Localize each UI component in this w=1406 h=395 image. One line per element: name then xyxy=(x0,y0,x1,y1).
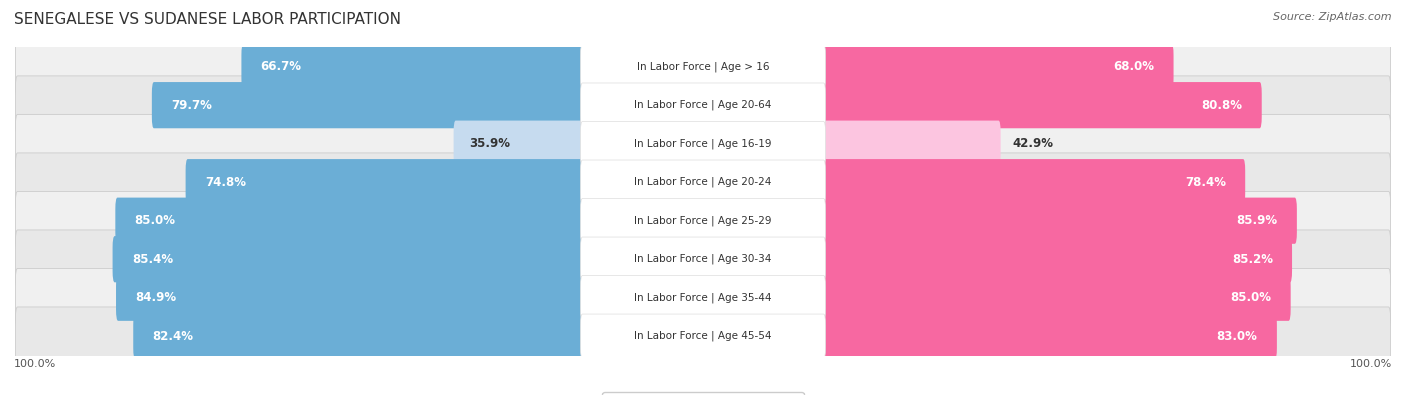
Text: 85.4%: 85.4% xyxy=(132,253,173,266)
Text: In Labor Force | Age 25-29: In Labor Force | Age 25-29 xyxy=(634,215,772,226)
Text: 35.9%: 35.9% xyxy=(470,137,510,150)
FancyBboxPatch shape xyxy=(581,122,825,166)
FancyBboxPatch shape xyxy=(15,269,1391,327)
FancyBboxPatch shape xyxy=(581,276,825,320)
FancyBboxPatch shape xyxy=(581,237,825,281)
FancyBboxPatch shape xyxy=(702,313,1277,359)
Text: In Labor Force | Age 20-64: In Labor Force | Age 20-64 xyxy=(634,100,772,111)
Text: 68.0%: 68.0% xyxy=(1114,60,1154,73)
Text: 100.0%: 100.0% xyxy=(14,359,56,369)
FancyBboxPatch shape xyxy=(15,153,1391,211)
FancyBboxPatch shape xyxy=(15,307,1391,365)
Text: SENEGALESE VS SUDANESE LABOR PARTICIPATION: SENEGALESE VS SUDANESE LABOR PARTICIPATI… xyxy=(14,12,401,27)
FancyBboxPatch shape xyxy=(186,159,704,205)
Text: In Labor Force | Age 20-24: In Labor Force | Age 20-24 xyxy=(634,177,772,188)
Text: 79.7%: 79.7% xyxy=(172,99,212,112)
FancyBboxPatch shape xyxy=(117,275,704,321)
FancyBboxPatch shape xyxy=(702,159,1246,205)
FancyBboxPatch shape xyxy=(581,160,825,204)
FancyBboxPatch shape xyxy=(702,236,1292,282)
FancyBboxPatch shape xyxy=(115,198,704,244)
Text: In Labor Force | Age 16-19: In Labor Force | Age 16-19 xyxy=(634,138,772,149)
Text: In Labor Force | Age 45-54: In Labor Force | Age 45-54 xyxy=(634,331,772,342)
Text: 74.8%: 74.8% xyxy=(205,176,246,189)
Text: 66.7%: 66.7% xyxy=(260,60,302,73)
Text: 42.9%: 42.9% xyxy=(1012,137,1053,150)
FancyBboxPatch shape xyxy=(112,236,704,282)
Text: 85.2%: 85.2% xyxy=(1232,253,1272,266)
Text: In Labor Force | Age 35-44: In Labor Force | Age 35-44 xyxy=(634,292,772,303)
Text: Source: ZipAtlas.com: Source: ZipAtlas.com xyxy=(1274,12,1392,22)
FancyBboxPatch shape xyxy=(702,120,1001,167)
Legend: Senegalese, Sudanese: Senegalese, Sudanese xyxy=(602,391,804,395)
FancyBboxPatch shape xyxy=(702,43,1174,90)
FancyBboxPatch shape xyxy=(702,275,1291,321)
Text: 85.0%: 85.0% xyxy=(135,214,176,227)
FancyBboxPatch shape xyxy=(152,82,704,128)
Text: 78.4%: 78.4% xyxy=(1185,176,1226,189)
FancyBboxPatch shape xyxy=(702,198,1296,244)
Text: 85.9%: 85.9% xyxy=(1236,214,1278,227)
FancyBboxPatch shape xyxy=(242,43,704,90)
FancyBboxPatch shape xyxy=(702,82,1261,128)
Text: 83.0%: 83.0% xyxy=(1216,330,1257,343)
FancyBboxPatch shape xyxy=(15,192,1391,250)
FancyBboxPatch shape xyxy=(581,314,825,358)
FancyBboxPatch shape xyxy=(581,83,825,127)
Text: In Labor Force | Age > 16: In Labor Force | Age > 16 xyxy=(637,61,769,72)
FancyBboxPatch shape xyxy=(15,76,1391,134)
FancyBboxPatch shape xyxy=(454,120,704,167)
Text: 82.4%: 82.4% xyxy=(152,330,194,343)
Text: 80.8%: 80.8% xyxy=(1202,99,1243,112)
FancyBboxPatch shape xyxy=(134,313,704,359)
Text: 84.9%: 84.9% xyxy=(135,291,176,304)
FancyBboxPatch shape xyxy=(581,45,825,89)
Text: 85.0%: 85.0% xyxy=(1230,291,1271,304)
FancyBboxPatch shape xyxy=(581,199,825,243)
FancyBboxPatch shape xyxy=(15,115,1391,173)
Text: In Labor Force | Age 30-34: In Labor Force | Age 30-34 xyxy=(634,254,772,265)
Text: 100.0%: 100.0% xyxy=(1350,359,1392,369)
FancyBboxPatch shape xyxy=(15,38,1391,96)
FancyBboxPatch shape xyxy=(15,230,1391,288)
